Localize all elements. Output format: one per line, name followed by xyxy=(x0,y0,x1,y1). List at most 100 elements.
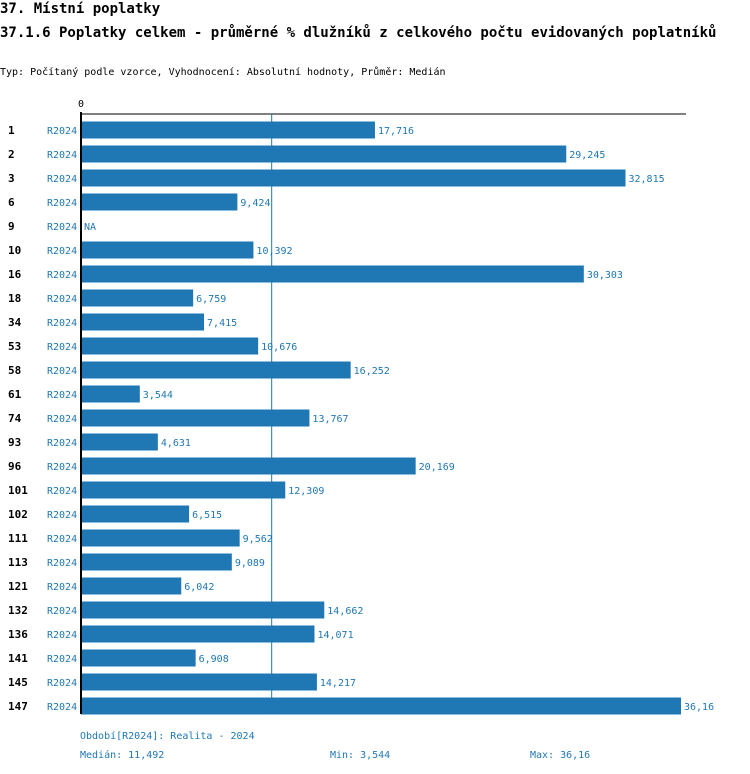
value-label: 9,424 xyxy=(240,198,270,209)
series-tag-label: R2024 xyxy=(47,366,77,377)
category-label: 9 xyxy=(8,220,15,233)
category-label: 34 xyxy=(8,316,22,329)
bar xyxy=(81,697,681,715)
category-label: 102 xyxy=(8,508,28,521)
value-label: 14,071 xyxy=(317,630,353,641)
category-label: 18 xyxy=(8,292,21,305)
category-label: 111 xyxy=(8,532,28,545)
series-tag-label: R2024 xyxy=(47,462,77,473)
series-tag-label: R2024 xyxy=(47,390,77,401)
series-tag-label: R2024 xyxy=(47,486,77,497)
series-tag-label: R2024 xyxy=(47,150,77,161)
series-tag-label: R2024 xyxy=(47,294,77,305)
series-tag-label: R2024 xyxy=(47,606,77,617)
series-tag-label: R2024 xyxy=(47,558,77,569)
series-tag-label: R2024 xyxy=(47,126,77,137)
section-title: 37. Místní poplatky xyxy=(0,1,161,17)
value-label: 10,676 xyxy=(261,342,297,353)
category-label: 3 xyxy=(8,172,15,185)
value-label: 6,515 xyxy=(192,510,222,521)
value-label: 17,716 xyxy=(378,126,414,137)
series-tag-label: R2024 xyxy=(47,270,77,281)
value-label: 14,217 xyxy=(320,678,356,689)
bar xyxy=(81,577,182,595)
series-tag-label: R2024 xyxy=(47,414,77,425)
category-label: 96 xyxy=(8,460,22,473)
category-label: 113 xyxy=(8,556,28,569)
series-tag-label: R2024 xyxy=(47,702,77,713)
series-tag-label: R2024 xyxy=(47,198,77,209)
bar xyxy=(81,145,567,163)
bar xyxy=(81,505,190,523)
bar xyxy=(81,553,232,571)
value-label: 32,815 xyxy=(628,174,664,185)
bar xyxy=(81,337,259,355)
bar xyxy=(81,649,196,667)
bar xyxy=(81,457,416,475)
series-tag-label: R2024 xyxy=(47,654,77,665)
min-label: Min: 3,544 xyxy=(330,750,391,761)
value-label: 7,415 xyxy=(207,318,237,329)
category-label: 141 xyxy=(8,652,28,665)
bar xyxy=(81,481,286,499)
value-label: 20,169 xyxy=(419,462,455,473)
value-label: 10,392 xyxy=(256,246,292,257)
x-axis-zero-label: 0 xyxy=(78,99,84,110)
category-label: 147 xyxy=(8,700,28,713)
series-tag-label: R2024 xyxy=(47,582,77,593)
bar xyxy=(81,265,584,283)
bar xyxy=(81,289,194,307)
bar xyxy=(81,409,310,427)
value-label: 6,908 xyxy=(199,654,229,665)
category-label: 58 xyxy=(8,364,21,377)
value-label: 9,562 xyxy=(243,534,273,545)
chart-subtitle: Typ: Počítaný podle vzorce, Vyhodnocení:… xyxy=(0,67,446,78)
bar xyxy=(81,121,375,139)
bar xyxy=(81,193,238,211)
bar xyxy=(81,361,351,379)
category-label: 93 xyxy=(8,436,21,449)
value-label: 36,16 xyxy=(684,702,714,713)
value-label: 6,759 xyxy=(196,294,226,305)
series-tag-label: R2024 xyxy=(47,318,77,329)
bar-chart: 0 1 R2024 17,716 2 R2024 29,245 3 R2024 32,815 6 R2… xyxy=(8,99,714,715)
category-label: 16 xyxy=(8,268,22,281)
category-label: 101 xyxy=(8,484,28,497)
value-label: 3,544 xyxy=(143,390,173,401)
bar xyxy=(81,529,240,547)
series-tag-label: R2024 xyxy=(47,438,77,449)
median-label: Medián: 11,492 xyxy=(80,750,165,761)
series-tag-label: R2024 xyxy=(47,222,77,233)
category-label: 2 xyxy=(8,148,15,161)
category-label: 1 xyxy=(8,124,15,137)
value-label: 4,631 xyxy=(161,438,191,449)
series-tag-label: R2024 xyxy=(47,630,77,641)
bar xyxy=(81,433,158,451)
bar xyxy=(81,625,315,643)
category-label: 53 xyxy=(8,340,21,353)
category-label: 121 xyxy=(8,580,28,593)
max-label: Max: 36,16 xyxy=(530,750,591,761)
series-tag-label: R2024 xyxy=(47,678,77,689)
chart-title: 37.1.6 Poplatky celkem - průměrné % dluž… xyxy=(0,25,717,41)
value-label: 6,042 xyxy=(184,582,214,593)
category-label: 136 xyxy=(8,628,28,641)
bar xyxy=(81,385,140,403)
series-tag-label: R2024 xyxy=(47,510,77,521)
series-tag-label: R2024 xyxy=(47,174,77,185)
category-label: 61 xyxy=(8,388,22,401)
bar xyxy=(81,241,254,259)
category-label: 132 xyxy=(8,604,28,617)
bar xyxy=(81,313,205,331)
category-label: 6 xyxy=(8,196,15,209)
value-label: 14,662 xyxy=(327,606,363,617)
value-label: 12,309 xyxy=(288,486,324,497)
bar xyxy=(81,673,317,691)
bar xyxy=(81,169,626,187)
value-label: 13,767 xyxy=(312,414,348,425)
value-label: 16,252 xyxy=(354,366,390,377)
value-label: 9,089 xyxy=(235,558,265,569)
category-label: 10 xyxy=(8,244,21,257)
value-label: NA xyxy=(84,222,96,233)
series-tag-label: R2024 xyxy=(47,342,77,353)
